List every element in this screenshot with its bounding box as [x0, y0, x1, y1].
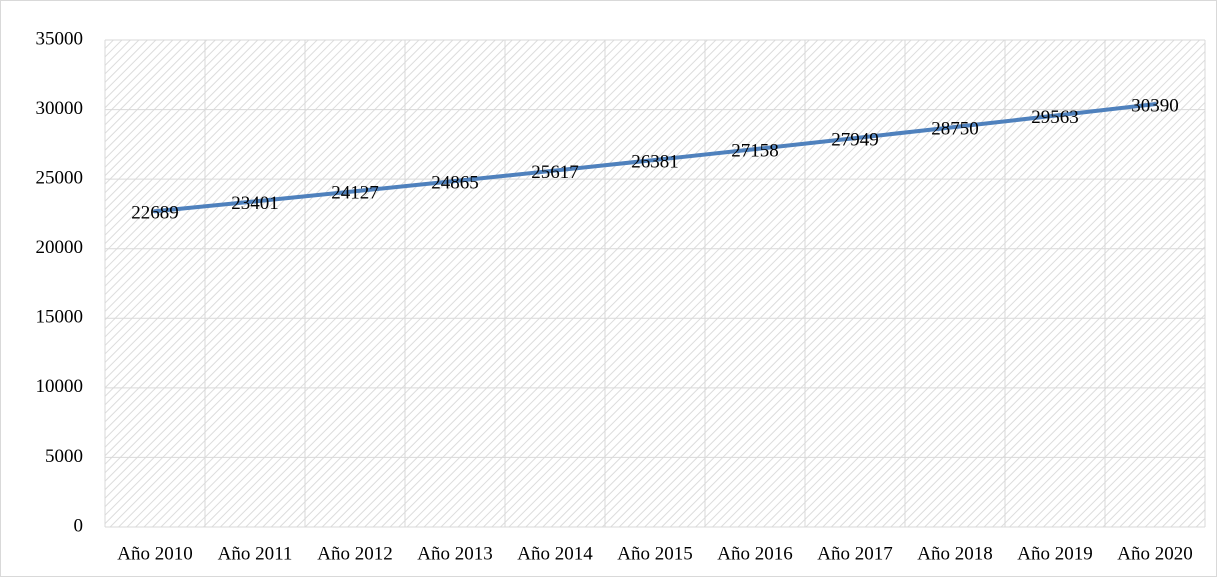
x-tick-label: Año 2020 — [1117, 543, 1192, 564]
x-tick-label: Año 2012 — [317, 543, 392, 564]
data-label: 27158 — [731, 140, 779, 161]
y-tick-label: 25000 — [36, 168, 84, 189]
data-label: 22689 — [131, 203, 179, 224]
data-label: 27949 — [831, 129, 879, 150]
data-label: 23401 — [231, 193, 279, 214]
x-tick-label: Año 2013 — [417, 543, 492, 564]
y-tick-label: 5000 — [45, 446, 83, 467]
data-label: 26381 — [631, 151, 679, 172]
y-tick-label: 35000 — [36, 28, 84, 49]
y-tick-label: 15000 — [36, 307, 84, 328]
y-tick-label: 30000 — [36, 98, 84, 119]
y-tick-label: 10000 — [36, 376, 84, 397]
x-tick-label: Año 2016 — [717, 543, 792, 564]
x-tick-label: Año 2017 — [817, 543, 892, 564]
data-label: 29563 — [1031, 107, 1079, 128]
data-label: 24127 — [331, 183, 379, 204]
x-tick-label: Año 2011 — [218, 543, 293, 564]
x-tick-label: Año 2018 — [917, 543, 992, 564]
x-tick-label: Año 2019 — [1017, 543, 1092, 564]
data-label: 30390 — [1131, 96, 1179, 117]
y-tick-label: 20000 — [36, 237, 84, 258]
y-tick-label: 0 — [74, 515, 84, 536]
line — [153, 102, 1157, 214]
data-label: 25617 — [531, 162, 579, 183]
data-label: 28750 — [931, 118, 979, 139]
x-tick-label: Año 2014 — [517, 543, 593, 564]
x-tick-label: Año 2015 — [617, 543, 692, 564]
data-label: 24865 — [431, 172, 479, 193]
x-tick-label: Año 2010 — [117, 543, 192, 564]
